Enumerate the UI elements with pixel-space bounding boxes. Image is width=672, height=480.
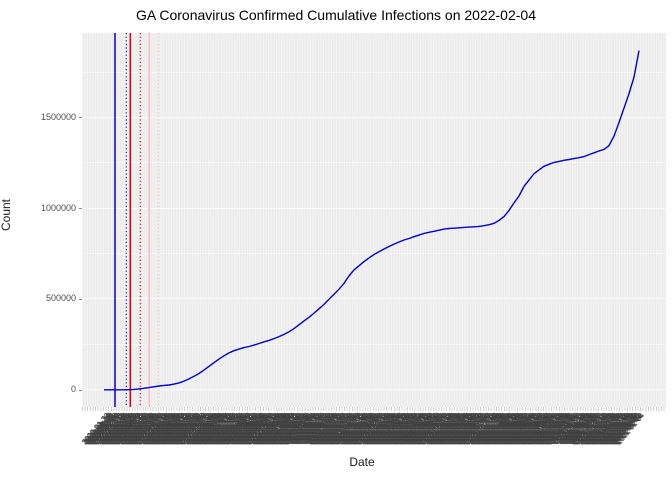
y-tick-label: 0 bbox=[70, 384, 76, 395]
plot-panel bbox=[82, 33, 666, 407]
gridline-minor bbox=[82, 343, 666, 345]
gridline-minor bbox=[82, 253, 666, 255]
gridline-minor bbox=[82, 162, 666, 164]
y-tick-label: 1000000 bbox=[40, 202, 76, 213]
y-tick-label: 500000 bbox=[45, 293, 76, 304]
x-axis-title: Date bbox=[349, 455, 375, 469]
y-axis-title: Count bbox=[0, 198, 13, 232]
chart-title: GA Coronavirus Confirmed Cumulative Infe… bbox=[136, 7, 536, 23]
y-tick-mark bbox=[79, 208, 82, 210]
y-tick-mark bbox=[79, 117, 82, 119]
y-tick-label: 1500000 bbox=[40, 111, 76, 122]
y-tick-mark bbox=[79, 389, 82, 391]
plot-canvas bbox=[104, 33, 640, 407]
gridline-major bbox=[82, 207, 666, 209]
gridline-major bbox=[82, 298, 666, 300]
gridline-major bbox=[82, 116, 666, 118]
gridline-major bbox=[82, 389, 666, 391]
gridline-minor bbox=[82, 71, 666, 73]
x-axis-tick-marks bbox=[82, 407, 666, 411]
data-line-confirmed-cumulative bbox=[104, 50, 640, 391]
y-tick-mark bbox=[79, 298, 82, 300]
